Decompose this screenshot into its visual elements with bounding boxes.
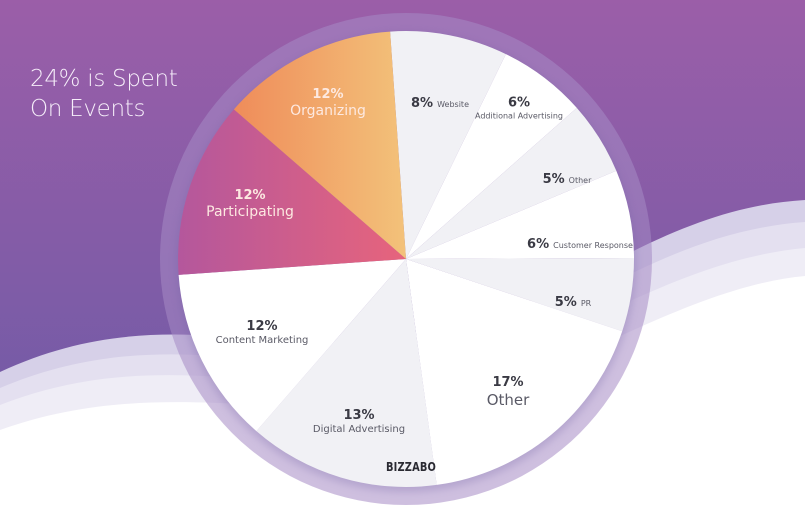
slice-name: Digital Advertising bbox=[312, 423, 406, 435]
slice-label: 5% PR bbox=[555, 295, 591, 311]
headline: 24% is Spent On Events bbox=[30, 64, 178, 124]
slice-name: Content Marketing bbox=[215, 334, 309, 346]
pie-slice-pr bbox=[406, 258, 635, 332]
slice-name: PR bbox=[580, 299, 592, 309]
slice-label: 6% Additional Advertising bbox=[475, 95, 563, 120]
pie-slice-organizing bbox=[233, 31, 406, 259]
slice-name: Website bbox=[437, 100, 469, 110]
slice-percent: 5% bbox=[554, 295, 577, 311]
slice-percent: 6% bbox=[527, 237, 550, 253]
slice-percent: 12% bbox=[312, 86, 344, 102]
slice-label: 12% Organizing bbox=[290, 87, 366, 119]
slice-label: 17% Other bbox=[487, 375, 530, 409]
pie-slices bbox=[178, 31, 635, 487]
slice-name: Other bbox=[568, 176, 592, 186]
pie-slice-customer-response bbox=[406, 170, 634, 259]
pie-slice-other bbox=[406, 259, 623, 485]
slice-percent: 6% bbox=[507, 95, 531, 111]
slice-name: Additional Advertising bbox=[475, 111, 563, 120]
pie-slice-additional-advertising bbox=[406, 54, 577, 259]
slice-label: 5% Other bbox=[543, 172, 592, 188]
pie-slice-participating bbox=[178, 109, 406, 275]
slice-percent: 8% bbox=[411, 96, 434, 112]
slice-name: Participating bbox=[206, 203, 294, 220]
slice-name: Other bbox=[486, 390, 530, 409]
pie-slice-content-marketing bbox=[178, 259, 406, 432]
pie-slice-digital-advertising bbox=[256, 259, 437, 487]
slice-label: 8% Website bbox=[411, 96, 469, 112]
slice-name: Customer Response bbox=[553, 241, 633, 251]
slice-percent: 12% bbox=[246, 319, 278, 335]
slice-label: 12% Content Marketing bbox=[216, 319, 309, 347]
slice-percent: 17% bbox=[492, 375, 524, 391]
slice-label: 6% Customer Response bbox=[527, 237, 633, 253]
headline-line-1: 24% is Spent bbox=[30, 66, 178, 92]
slice-label: 13% Digital Advertising bbox=[313, 408, 405, 436]
pie-slice-website bbox=[390, 31, 506, 260]
headline-line-2: On Events bbox=[30, 96, 146, 122]
slice-label: 12% Participating bbox=[206, 188, 294, 220]
pie-slice-other bbox=[406, 107, 617, 260]
slice-percent: 12% bbox=[234, 187, 266, 203]
slice-name: Organizing bbox=[290, 102, 366, 119]
bizzabo-logo: BIZZABO bbox=[386, 460, 437, 474]
slice-percent: 13% bbox=[343, 408, 375, 424]
slice-percent: 5% bbox=[542, 172, 565, 188]
